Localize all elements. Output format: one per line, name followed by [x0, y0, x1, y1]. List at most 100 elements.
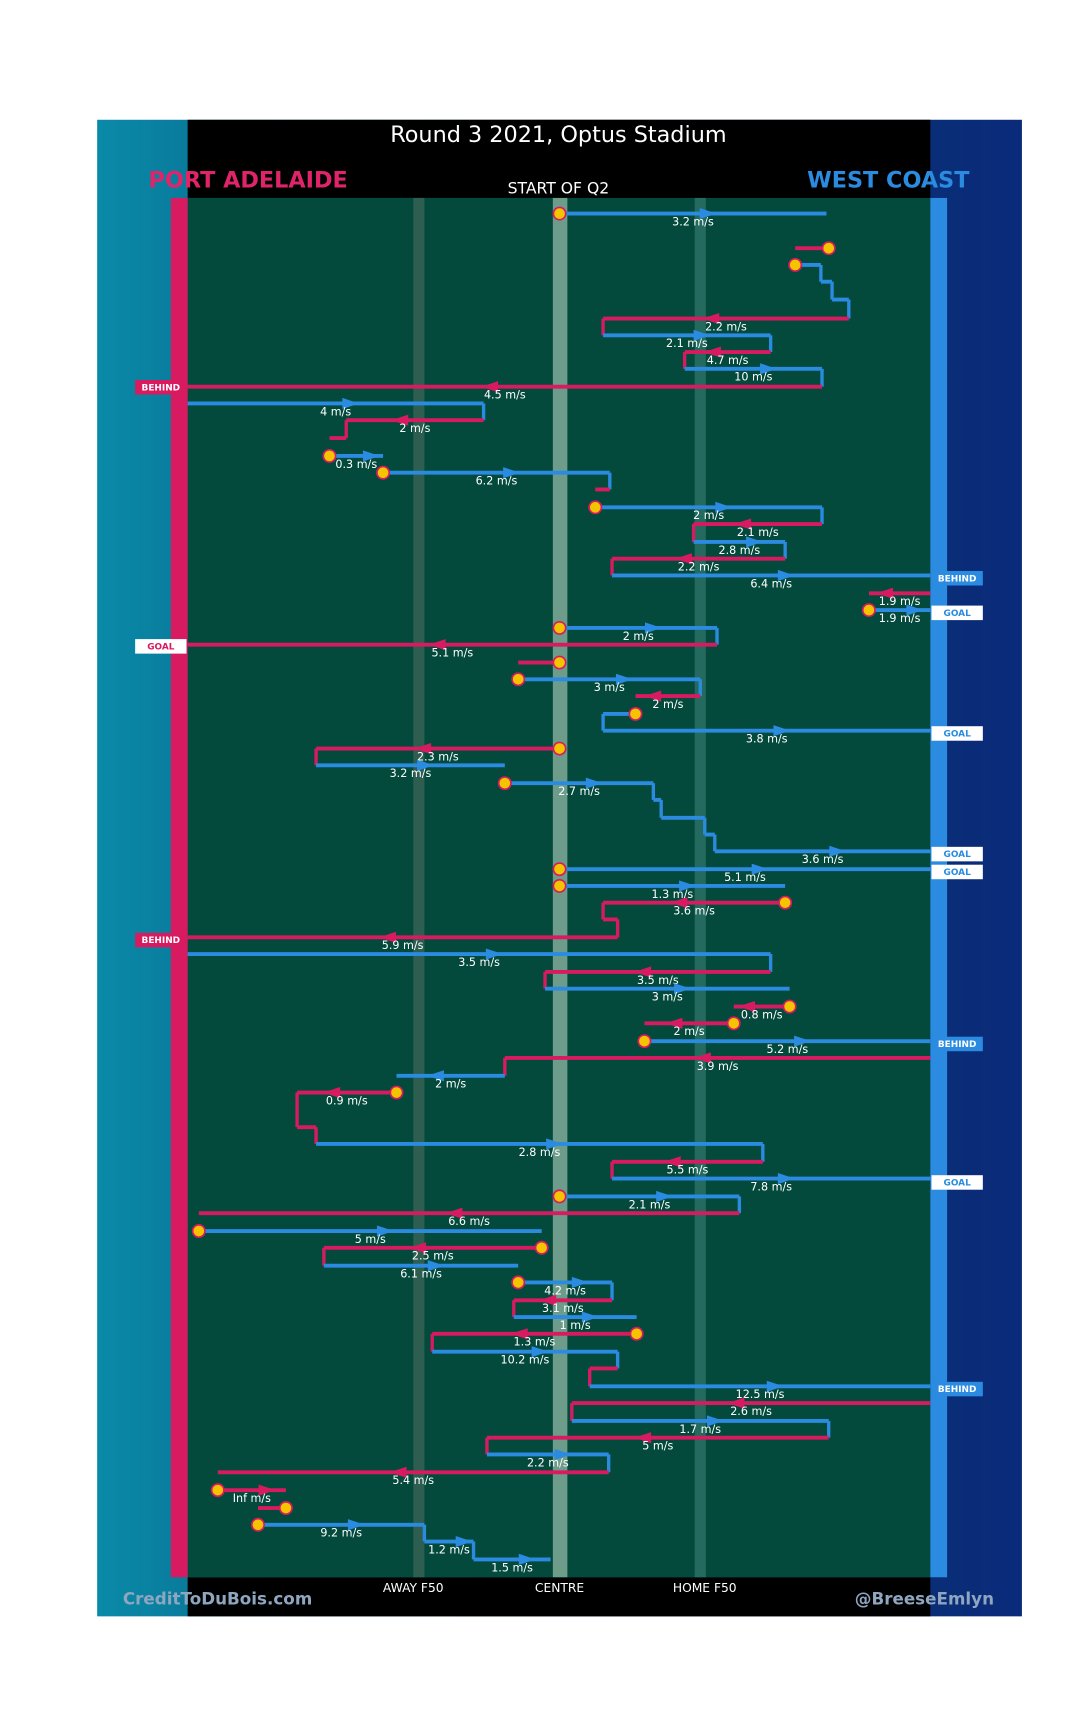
score-label: GOAL — [944, 1179, 972, 1189]
arrow — [389, 1466, 407, 1478]
speed-label: 2.1 m/s — [666, 337, 708, 350]
arrow — [663, 1156, 681, 1168]
arrow — [362, 450, 380, 462]
title-bar — [187, 119, 931, 198]
arrow — [445, 1207, 463, 1219]
arrow — [531, 1346, 549, 1358]
score-tag — [135, 932, 187, 948]
zone-label: AWAY F50 — [383, 1581, 444, 1595]
arrow — [876, 587, 893, 599]
arrow — [427, 1260, 445, 1272]
stoppage — [497, 776, 512, 791]
speed-label: 3 m/s — [594, 681, 625, 694]
speed-label: 6.1 m/s — [400, 1268, 442, 1281]
speed-label: 5.4 m/s — [392, 1474, 434, 1487]
speed-label: 1.9 m/s — [879, 612, 921, 625]
away-goal-line — [930, 197, 948, 1578]
speed-label: 2.7 m/s — [558, 785, 600, 798]
arrow — [417, 759, 434, 771]
credit: CreditToDuBois.com — [123, 1589, 312, 1609]
speed-label: 1.3 m/s — [514, 1336, 556, 1349]
speed-label: 3.1 m/s — [542, 1302, 584, 1315]
stoppage — [552, 655, 567, 670]
speed-label: 3.6 m/s — [802, 853, 844, 866]
speed-label: 2.5 m/s — [412, 1250, 454, 1263]
arrow — [777, 1172, 795, 1185]
credit: @BreeseEmlyn — [855, 1589, 994, 1609]
speed-label: 7.8 m/s — [750, 1180, 792, 1193]
score-tag — [931, 864, 983, 880]
score-tag — [931, 1175, 983, 1190]
arrow — [342, 397, 360, 410]
stoppage — [389, 1085, 404, 1100]
speed-label: 2.1 m/s — [737, 526, 779, 539]
speed-label: 10.2 m/s — [501, 1354, 550, 1367]
arrow — [323, 1086, 341, 1099]
speed-label: 3.5 m/s — [637, 974, 679, 987]
arrow — [751, 863, 769, 875]
stoppage — [629, 1326, 644, 1341]
score-label: BEHIND — [142, 936, 181, 946]
arrow — [702, 312, 720, 325]
speed-label: 2 m/s — [623, 630, 654, 643]
arrow — [518, 1553, 536, 1565]
arrow — [760, 363, 777, 375]
speed-label: 2.1 m/s — [629, 1198, 671, 1211]
zone-label: CENTRE — [535, 1581, 584, 1595]
arrow — [554, 1448, 572, 1460]
speed-label: 1.7 m/s — [679, 1423, 721, 1436]
stoppage — [251, 1517, 265, 1532]
arrow — [906, 604, 924, 616]
speed-label: 1.5 m/s — [491, 1561, 533, 1574]
stoppage — [552, 878, 567, 893]
speed-label: 3.6 m/s — [673, 905, 715, 918]
speed-label: 5.9 m/s — [382, 939, 424, 952]
arrow — [777, 569, 795, 582]
stoppage — [788, 257, 803, 272]
arrow — [706, 1415, 724, 1427]
arrow — [427, 1070, 444, 1082]
away-f50-stripe — [413, 197, 425, 1578]
arrow — [670, 897, 688, 909]
speed-label: 4.2 m/s — [544, 1284, 586, 1297]
arrow — [258, 1484, 276, 1496]
period: START OF Q2 — [508, 179, 610, 198]
bottom-bar — [187, 1577, 931, 1617]
stoppage — [278, 1501, 293, 1515]
arrow — [510, 1328, 528, 1340]
home-team: PORT ADELAIDE — [149, 168, 348, 194]
score-tag — [931, 605, 983, 621]
arrow — [715, 501, 733, 513]
stoppage — [552, 862, 567, 877]
title: Round 3 2021, Optus Stadium — [390, 122, 726, 148]
arrow — [704, 346, 721, 358]
arrow — [571, 1276, 589, 1288]
score-label: GOAL — [944, 730, 972, 740]
score-tag — [135, 639, 187, 654]
arrow — [634, 1432, 652, 1444]
speed-label: 3.2 m/s — [390, 767, 432, 780]
stoppage — [534, 1240, 549, 1255]
speed-label: 2 m/s — [435, 1078, 466, 1091]
speed-label: 2 m/s — [399, 422, 430, 435]
score-tag — [931, 1036, 983, 1052]
arrow — [746, 536, 763, 548]
speed-label: 2.2 m/s — [527, 1456, 569, 1469]
arrow — [794, 1035, 811, 1047]
arrow — [644, 622, 662, 634]
arrow — [734, 518, 752, 530]
home-goal-line — [170, 197, 188, 1578]
speed-label: 2 m/s — [652, 698, 683, 711]
speed-label: 5.5 m/s — [667, 1164, 709, 1177]
arrow — [414, 742, 432, 755]
speed-label: 5 m/s — [355, 1233, 386, 1246]
speed-label: 2 m/s — [674, 1025, 705, 1038]
score-label: GOAL — [944, 868, 972, 878]
score-label: BEHIND — [938, 1040, 977, 1050]
speed-label: 5.1 m/s — [431, 647, 473, 660]
speed-label: 10 m/s — [734, 371, 772, 384]
arrow — [503, 467, 520, 479]
arrow — [379, 931, 396, 943]
arrow — [455, 1535, 473, 1548]
